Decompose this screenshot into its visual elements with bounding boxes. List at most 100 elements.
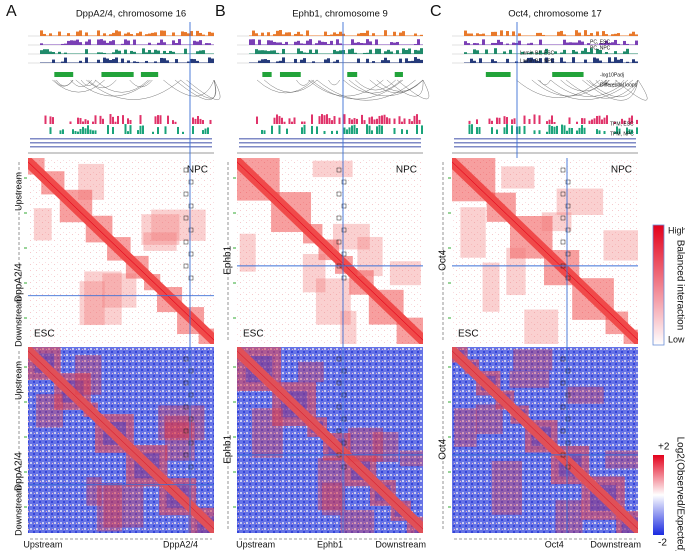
tpm-bar [511,119,513,124]
interaction-patch [315,278,351,325]
track-signal [199,32,202,36]
track-signal [49,62,52,63]
track-signal [205,35,208,36]
track-signal [267,51,270,54]
track-signal [399,32,402,36]
panel-letter: A [6,3,17,20]
tpm-bar [513,118,516,124]
tpm-bar [588,120,591,124]
track-signal [258,60,261,63]
track-signal [333,32,336,36]
track-signal [479,58,482,63]
tpm-bar [62,129,64,134]
left-label: Upstream [13,361,23,400]
track-signal [539,39,542,45]
track-signal [473,43,476,45]
tpm-bar [202,120,204,124]
track-signal [145,52,148,54]
track-signal [408,44,411,45]
track-signal [336,59,339,63]
track-signal [97,59,100,63]
track-signal [160,57,163,63]
track-signal [252,30,255,36]
loop-marker [560,239,566,245]
track-signal [291,44,294,45]
track-signal [79,42,82,45]
tpm-bar [568,127,571,134]
track-signal [267,60,270,63]
tad [637,343,638,344]
loop-marker [341,275,347,281]
track-signal [55,62,58,63]
track-signal [67,53,70,54]
track-signal [64,35,67,36]
track-signal [623,62,626,63]
track-signal [467,43,470,45]
interaction-patch [102,273,137,308]
tpm-bar [628,117,631,124]
tpm-bar [581,125,583,134]
track-signal [169,50,172,54]
track-label: PC, NPC [590,45,611,51]
track-signal [473,60,476,63]
track-signal [85,49,88,54]
track-signal [378,44,381,45]
tpm-bar [511,125,513,134]
track-signal [112,40,115,45]
track-signal [318,62,321,63]
track-label: TPM, ESC [610,121,634,127]
tpm-bar [301,127,303,134]
track-signal [136,33,139,36]
track-signal [49,44,52,45]
track-signal [297,48,300,54]
tpm-bar [628,129,631,134]
track-signal [420,48,423,54]
track-signal [88,53,91,54]
track-signal [593,44,596,45]
track-signal [479,44,482,45]
interaction-patch [298,361,324,383]
track-signal [572,35,575,36]
track-signal [378,35,381,36]
diagonal [237,158,423,344]
track-signal [264,35,267,36]
track-signal [482,39,485,45]
tpm-bar [523,115,526,124]
track-signal [402,44,405,45]
loop-block [347,72,358,77]
track-signal [623,40,626,45]
track-signal [184,32,187,36]
track-signal [88,39,91,45]
track-signal [533,44,536,45]
map-label: ESC [34,329,55,340]
track-signal [55,44,58,45]
track-signal [467,53,470,54]
track-signal [193,59,196,63]
tpm-bar [393,128,396,134]
track-signal [533,35,536,36]
track-signal [103,33,106,36]
track-signal [572,57,575,63]
loop-marker [565,416,571,422]
tpm-bar [488,118,491,124]
track-signal [378,62,381,63]
track-signal [584,48,587,54]
track-signal [503,44,506,45]
tpm-bar [566,130,568,134]
tpm-bar [361,114,363,124]
track-signal [148,33,151,36]
track-signal [399,53,402,54]
track-signal [599,60,602,63]
track-signal [136,53,139,54]
track-signal [497,53,500,54]
tpm-bar [256,116,258,124]
loop-marker [565,227,571,233]
scale-high: High [668,225,685,235]
track-signal [342,44,345,45]
loop-marker [565,392,571,398]
tpm-bar [194,118,197,124]
track-signal [142,35,145,36]
balanced-heatmap [237,158,423,344]
track-signal [139,31,142,36]
track-signal [46,49,49,54]
